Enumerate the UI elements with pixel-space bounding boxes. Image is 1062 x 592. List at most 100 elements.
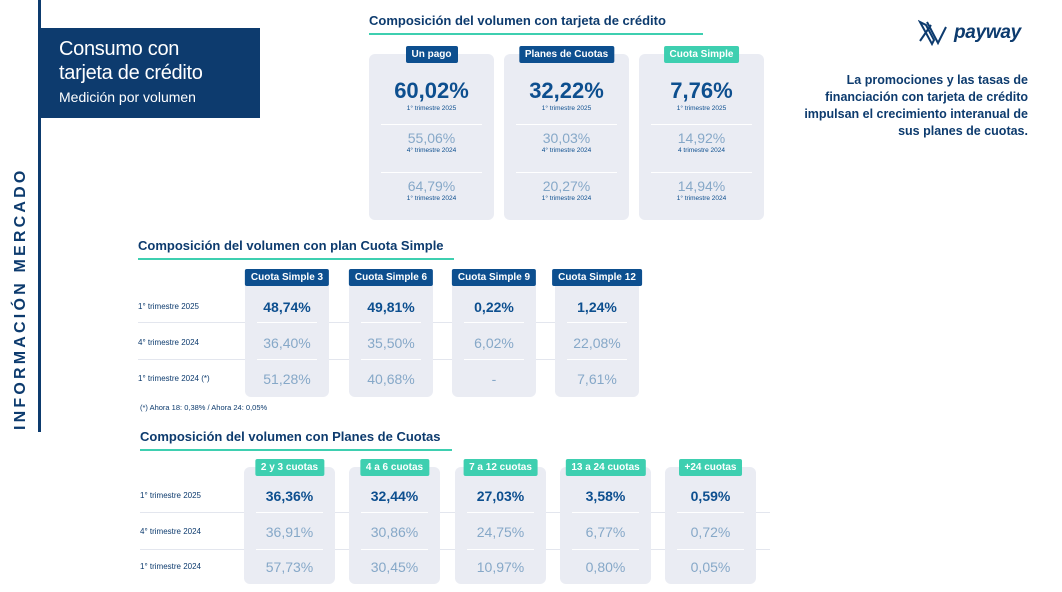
column-divider [467, 549, 534, 550]
card-period-caption: 4° trimestre 2024 [406, 147, 457, 154]
card-value-block: 32,22% 1° trimestre 2025 [504, 78, 629, 112]
card-value: 20,27% [542, 178, 591, 194]
card-period-caption: 1° trimestre 2025 [406, 105, 457, 112]
table-cell-value: 49,81% [367, 299, 415, 315]
row-label: 1° trimestre 2024 (*) [138, 374, 210, 383]
title-line1: Consumo con [59, 38, 180, 60]
table-column: 4 a 6 cuotas 32,44% 30,86% 30,45% [349, 459, 440, 584]
table-column: Cuota Simple 9 0,22% 6,02% - [451, 269, 537, 397]
column-divider [256, 549, 323, 550]
table-cell-value: 24,75% [476, 524, 525, 540]
table-cell-value: 27,03% [476, 488, 525, 504]
logo-text: payway [954, 22, 1021, 43]
row-label: 4° trimestre 2024 [138, 338, 200, 347]
column-badge: 2 y 3 cuotas [254, 459, 325, 476]
section2-footnote: (*) Ahora 18: 0,38% / Ahora 24: 0,05% [140, 403, 268, 412]
card-divider [381, 124, 482, 125]
card-period-caption: 4° trimestre 2024 [541, 147, 592, 154]
table-column: 13 a 24 cuotas 3,58% 6,77% 0,80% [560, 459, 651, 584]
card-badge: Un pago [405, 46, 458, 63]
table-column: 2 y 3 cuotas 36,36% 36,91% 57,73% [244, 459, 335, 584]
card-divider [651, 172, 752, 173]
table-cell-value: 30,86% [370, 524, 419, 540]
card-divider [651, 124, 752, 125]
card-value-block: 14,94% 1° trimestre 2024 [639, 178, 764, 202]
section1-title: Composición del volumen con tarjeta de c… [369, 13, 703, 35]
column-divider [464, 322, 524, 323]
card-period-caption: 1° trimestre 2024 [406, 195, 457, 202]
table-cell-value: 51,28% [263, 371, 311, 387]
table-cell-value: - [491, 371, 497, 387]
column-badge: Cuota Simple 12 [552, 269, 642, 286]
title-line2: tarjeta de crédito [59, 62, 203, 84]
row-label: 1° trimestre 2025 [140, 491, 202, 500]
table-cell-value: 0,59% [690, 488, 731, 504]
column-divider [567, 322, 627, 323]
column-divider [464, 359, 524, 360]
table-cell-value: 32,44% [370, 488, 419, 504]
table-cell-value: 36,91% [265, 524, 314, 540]
card-divider [516, 172, 617, 173]
payway-logo-icon [918, 19, 947, 47]
column-badge: Cuota Simple 3 [244, 269, 330, 286]
title-block: Consumo con tarjeta de crédito Medición … [41, 28, 260, 118]
table-cell-value: 1,24% [577, 299, 617, 315]
side-accent-line [38, 0, 41, 432]
card-period-caption: 4 trimestre 2024 [678, 147, 725, 154]
section3-title: Composición del volumen con Planes de Cu… [140, 429, 452, 451]
composition-card: Cuota Simple 7,76% 1° trimestre 2025 14,92%… [639, 46, 764, 220]
card-divider [516, 124, 617, 125]
card-value-block: 30,03% 4° trimestre 2024 [504, 130, 629, 154]
column-badge: 13 a 24 cuotas [565, 459, 646, 476]
column-divider [467, 512, 534, 513]
card-value: 60,02% [394, 78, 469, 103]
card-period-caption: 1° trimestre 2025 [676, 105, 727, 112]
table-cell-value: 0,72% [690, 524, 731, 540]
side-label: INFORMACIÓN MERCADO [12, 167, 29, 430]
column-divider [257, 359, 317, 360]
card-value: 55,06% [407, 130, 456, 146]
card-value: 14,94% [677, 178, 726, 194]
table-cell-value: 0,05% [690, 559, 731, 575]
table-cell-value: 30,45% [370, 559, 419, 575]
column-divider [257, 322, 317, 323]
row-label: 4° trimestre 2024 [140, 527, 202, 536]
card-period-caption: 1° trimestre 2024 [676, 195, 727, 202]
table-cell-value: 0,80% [585, 559, 626, 575]
card-value-block: 55,06% 4° trimestre 2024 [369, 130, 494, 154]
table-cell-value: 0,22% [474, 299, 514, 315]
column-badge: Cuota Simple 6 [348, 269, 434, 286]
table-column: Cuota Simple 12 1,24% 22,08% 7,61% [552, 269, 642, 397]
card-value-block: 7,76% 1° trimestre 2025 [639, 78, 764, 112]
column-divider [361, 322, 421, 323]
card-badge: Cuota Simple [663, 46, 740, 63]
table-cell-value: 35,50% [367, 335, 415, 351]
column-divider [361, 549, 428, 550]
column-divider [677, 512, 744, 513]
column-badge: Cuota Simple 9 [451, 269, 537, 286]
headline: La promociones y las tasas de financiaci… [804, 73, 1028, 138]
column-divider [572, 512, 639, 513]
composition-card: Un pago 60,02% 1° trimestre 2025 55,06% 4° t… [369, 46, 494, 220]
column-badge: +24 cuotas [678, 459, 743, 476]
table-cell-value: 36,40% [263, 335, 311, 351]
card-value-block: 64,79% 1° trimestre 2024 [369, 178, 494, 202]
column-badge: 4 a 6 cuotas [359, 459, 430, 476]
card-value: 7,76% [670, 78, 733, 103]
column-divider [677, 549, 744, 550]
table-cell-value: 3,58% [585, 488, 626, 504]
title-subtitle: Medición por volumen [59, 89, 196, 105]
card-period-caption: 1° trimestre 2025 [541, 105, 592, 112]
row-label: 1° trimestre 2024 [140, 562, 202, 571]
table-cell-value: 57,73% [265, 559, 314, 575]
column-divider [361, 512, 428, 513]
table-column: +24 cuotas 0,59% 0,72% 0,05% [665, 459, 756, 584]
table-column: Cuota Simple 3 48,74% 36,40% 51,28% [244, 269, 330, 397]
table-cell-value: 22,08% [573, 335, 621, 351]
column-divider [572, 549, 639, 550]
card-value-block: 60,02% 1° trimestre 2025 [369, 78, 494, 112]
section2-title: Composición del volumen con plan Cuota S… [138, 238, 454, 260]
table-column: 7 a 12 cuotas 27,03% 24,75% 10,97% [455, 459, 546, 584]
card-divider [381, 172, 482, 173]
card-value: 32,22% [529, 78, 604, 103]
